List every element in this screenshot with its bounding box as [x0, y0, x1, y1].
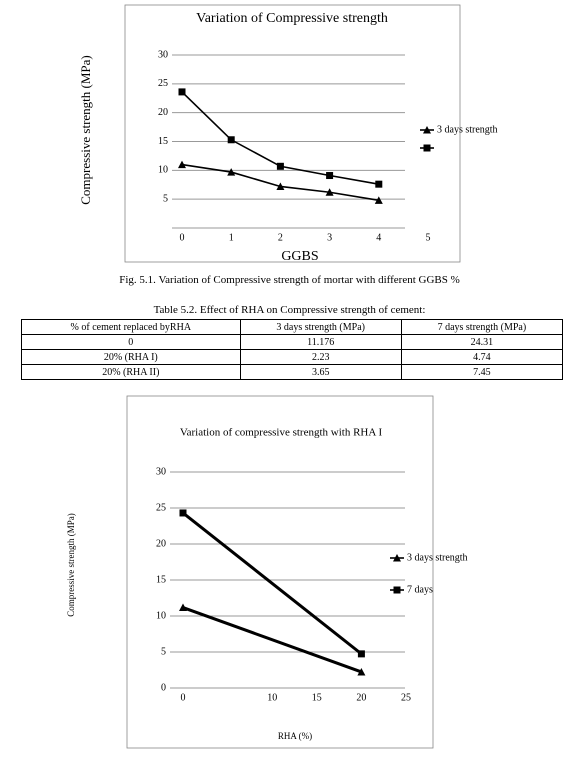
legend-marker [423, 144, 431, 152]
cell: 0 [21, 334, 241, 350]
chart-frame [124, 4, 461, 263]
x-tick-label: 15 [312, 692, 322, 703]
point [179, 603, 187, 612]
x-tick-label: 2 [278, 232, 283, 243]
legend-marker [393, 554, 401, 562]
point [178, 88, 186, 96]
x-tick-label: 0 [180, 232, 185, 243]
y-tick-label: 15 [158, 136, 168, 147]
legend-marker [423, 126, 431, 134]
figure-caption: Fig. 5.1. Variation of Compressive stren… [119, 274, 460, 286]
x-axis-label: RHA (%) [278, 731, 312, 741]
point [227, 168, 236, 176]
point [179, 509, 187, 517]
cell: 11.176 [239, 334, 402, 350]
legend-marker [393, 586, 401, 594]
y-tick-label: 20 [158, 107, 168, 118]
table-row: 20% (RHA I) 2.23 4.74 [21, 349, 564, 365]
point [357, 667, 366, 676]
cell: 4.74 [400, 349, 564, 365]
y-tick-label: 10 [156, 610, 166, 621]
y-tick-label: 25 [156, 502, 166, 513]
header-cell: 3 days strength (MPa) [239, 319, 402, 335]
series-line [182, 606, 362, 674]
table-caption: Table 5.2. Effect of RHA on Compressive … [153, 304, 426, 316]
cell: 20% (RHA II) [21, 364, 241, 380]
point [326, 172, 334, 180]
header-cell: 7 days strength (MPa) [400, 319, 564, 335]
y-tick-label: 25 [158, 78, 168, 89]
table-row: 20% (RHA II) 3.65 7.45 [21, 364, 564, 380]
point [357, 650, 365, 658]
y-tick-label: 15 [156, 574, 166, 585]
point [325, 188, 334, 196]
point [227, 136, 235, 144]
x-tick-label: 4 [376, 232, 381, 243]
cell: 2.23 [239, 349, 402, 365]
point [276, 182, 285, 190]
y-tick-label: 10 [158, 165, 168, 176]
x-tick-label: 0 [181, 692, 186, 703]
x-tick-label: 20 [356, 692, 366, 703]
cell: 7.45 [400, 364, 564, 380]
y-axis-label: Compressive strength (MPa) [78, 55, 93, 204]
cell: 24.31 [400, 334, 564, 350]
cell: 3.65 [239, 364, 402, 380]
y-tick-label: 0 [161, 682, 166, 693]
y-tick-label: 30 [158, 49, 168, 60]
table: % of cement replaced byRHA 3 days streng… [21, 319, 564, 380]
x-axis-label: GGBS [281, 249, 318, 264]
point [374, 196, 383, 204]
x-tick-label: 10 [267, 692, 277, 703]
legend-label: 7 days [407, 584, 433, 595]
chart-frame [126, 395, 434, 749]
legend-label: 3 days strength [437, 124, 498, 135]
x-tick-label: 3 [327, 232, 332, 243]
point [178, 160, 186, 169]
table-header: % of cement replaced byRHA 3 days streng… [21, 319, 564, 335]
y-axis-label: Compressive strength (MPa) [66, 513, 76, 617]
series-line [182, 511, 363, 656]
y-tick-label: 5 [161, 646, 166, 657]
table-row: 0 11.176 24.31 [21, 334, 564, 350]
point [375, 180, 383, 188]
y-tick-label: 20 [156, 538, 166, 549]
chart-title: Variation of Compressive strength [196, 11, 388, 26]
chart-title: Variation of compressive strength with R… [180, 427, 383, 439]
x-tick-label: 5 [426, 232, 431, 243]
cell: 20% (RHA I) [21, 349, 241, 365]
x-tick-label: 25 [401, 692, 411, 703]
x-tick-label: 1 [229, 232, 234, 243]
legend-label: 3 days strength [407, 552, 468, 563]
y-tick-label: 30 [156, 466, 166, 477]
header-cell: % of cement replaced byRHA [21, 319, 241, 335]
y-tick-label: 5 [163, 193, 168, 204]
point [276, 162, 284, 170]
